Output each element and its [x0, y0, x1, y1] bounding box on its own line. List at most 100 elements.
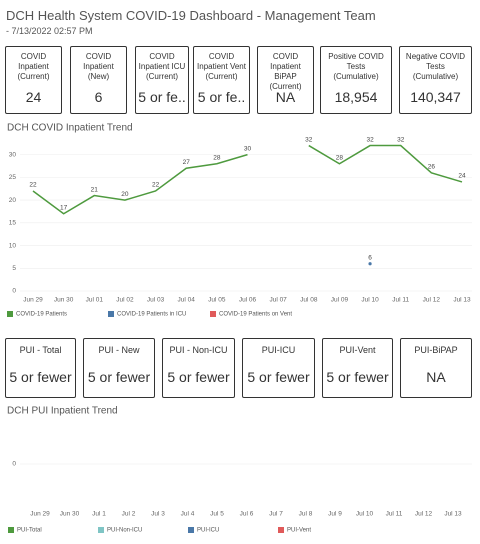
- kpi-card: COVID Inpatient (Current) 24: [5, 46, 62, 114]
- pui-label: PUI - Non-ICU: [169, 345, 228, 355]
- y-tick-label: 20: [9, 197, 17, 204]
- x-tick-label: Jun 29: [30, 511, 50, 518]
- data-label: 27: [183, 159, 191, 166]
- data-label: 30: [244, 145, 252, 152]
- legend-label: PUI-Total: [17, 528, 42, 534]
- legend-label: PUI-Non-ICU: [107, 528, 142, 534]
- x-tick-label: Jul 3: [151, 511, 165, 518]
- legend-label: COVID-19 Patients on Vent: [219, 312, 292, 318]
- kpi-label-line: (New): [87, 72, 110, 81]
- pui-value: 5 or fewer: [247, 369, 310, 385]
- kpi-label-line: Positive COVID: [328, 52, 384, 61]
- x-tick-label: Jul 2: [122, 511, 136, 518]
- x-tick-label: Jul 9: [328, 511, 342, 518]
- kpi-card: COVID Inpatient Vent (Current) 5 or fe..: [193, 46, 250, 114]
- x-tick-label: Jul 12: [423, 297, 441, 304]
- y-tick-label: 10: [9, 242, 17, 249]
- x-tick-label: Jul 08: [300, 297, 318, 304]
- kpi-label-line: COVID: [208, 52, 235, 61]
- y-tick-label: 0: [12, 288, 16, 295]
- kpi-label-line: Inpatient ICU: [138, 62, 186, 71]
- x-tick-label: Jul 07: [269, 297, 287, 304]
- pui-value: 5 or fewer: [87, 369, 151, 385]
- legend-label: COVID-19 Patients in ICU: [117, 312, 186, 318]
- pui-label: PUI - Total: [19, 345, 62, 355]
- kpi-label-line: (Current): [17, 72, 50, 81]
- kpi-value: NA: [275, 89, 296, 105]
- legend-label: COVID-19 Patients: [16, 312, 67, 318]
- kpi-label: Positive COVID Tests (Cumulative): [321, 52, 391, 82]
- legend-swatch: [188, 527, 194, 533]
- kpi-label-line: COVID: [85, 52, 112, 61]
- kpi-card: COVID Inpatient ICU (Current) 5 or fe..: [135, 46, 189, 114]
- data-label: 28: [213, 154, 221, 161]
- pui-card: PUI-BiPAP NA: [400, 338, 472, 398]
- pui-card: PUI-ICU 5 or fewer: [242, 338, 315, 398]
- kpi-label: COVID Inpatient Vent (Current): [194, 52, 249, 82]
- pui-card: PUI - Total 5 or fewer: [5, 338, 76, 398]
- pui-label: PUI-ICU: [261, 345, 296, 355]
- kpi-value: 140,347: [410, 89, 461, 105]
- data-label: 17: [60, 204, 68, 211]
- pui-card: PUI-Vent 5 or fewer: [322, 338, 393, 398]
- kpi-label-line: COVID: [272, 52, 299, 61]
- kpi-label-line: Inpatient BiPAP: [270, 62, 301, 81]
- kpi-label-line: Tests: [346, 62, 366, 71]
- data-label: 24: [458, 173, 466, 180]
- data-label: 22: [152, 182, 160, 189]
- legend-swatch: [7, 311, 13, 317]
- kpi-label: COVID Inpatient ICU (Current): [136, 52, 188, 82]
- data-label: 32: [366, 136, 374, 143]
- data-point: [368, 262, 372, 266]
- data-label: 22: [29, 182, 37, 189]
- chart-title: DCH COVID Inpatient Trend: [7, 123, 133, 134]
- data-label: 28: [336, 154, 344, 161]
- x-tick-label: Jul 8: [299, 511, 313, 518]
- x-tick-label: Jul 7: [269, 511, 283, 518]
- timestamp: - 7/13/2022 02:57 PM: [6, 26, 93, 36]
- pui-label: PUI - New: [98, 345, 140, 355]
- kpi-card: Negative COVID Tests (Cumulative) 140,347: [399, 46, 472, 114]
- series-line: [32, 144, 463, 215]
- x-tick-label: Jun 30: [54, 297, 74, 304]
- pui-label: PUI-Vent: [339, 345, 376, 355]
- x-tick-label: Jul 13: [453, 297, 471, 304]
- data-label: 6: [368, 254, 372, 261]
- pui-card: PUI - Non-ICU 5 or fewer: [162, 338, 235, 398]
- data-label: 26: [428, 164, 436, 171]
- legend-swatch: [8, 527, 14, 533]
- x-tick-label: Jul 6: [240, 511, 254, 518]
- kpi-label-line: Tests: [426, 62, 445, 71]
- kpi-value: 5 or fe..: [138, 89, 186, 105]
- legend-swatch: [98, 527, 104, 533]
- legend-swatch: [108, 311, 114, 317]
- x-tick-label: Jul 03: [147, 297, 165, 304]
- dashboard-title: DCH Health System COVID-19 Dashboard - M…: [6, 8, 376, 23]
- x-tick-label: Jul 05: [208, 297, 226, 304]
- kpi-card: COVID Inpatient BiPAP (Current) NA: [257, 46, 314, 114]
- data-label: 21: [91, 186, 99, 193]
- x-tick-label: Jul 4: [181, 511, 195, 518]
- kpi-label: COVID Inpatient BiPAP (Current): [258, 52, 313, 92]
- x-tick-label: Jul 13: [444, 511, 462, 518]
- legend-swatch: [210, 311, 216, 317]
- kpi-label: COVID Inpatient (Current): [6, 52, 61, 82]
- kpi-card: COVID Inpatient (New) 6: [70, 46, 127, 114]
- kpi-label: Negative COVID Tests (Cumulative): [400, 52, 471, 82]
- data-label: 32: [305, 136, 313, 143]
- kpi-value: 5 or fe..: [197, 89, 246, 105]
- kpi-label: COVID Inpatient (New): [71, 52, 126, 82]
- legend-swatch: [278, 527, 284, 533]
- kpi-label-line: (Current): [205, 72, 238, 81]
- legend-label: PUI-ICU: [197, 528, 219, 534]
- data-label: 20: [121, 191, 129, 198]
- x-tick-label: Jul 5: [210, 511, 224, 518]
- x-tick-label: Jul 11: [392, 297, 409, 304]
- x-tick-label: Jul 01: [86, 297, 104, 304]
- y-tick-label: 0: [12, 461, 16, 468]
- kpi-label-line: Inpatient: [83, 62, 114, 71]
- kpi-label-line: COVID: [149, 52, 175, 61]
- x-tick-label: Jul 10: [361, 297, 379, 304]
